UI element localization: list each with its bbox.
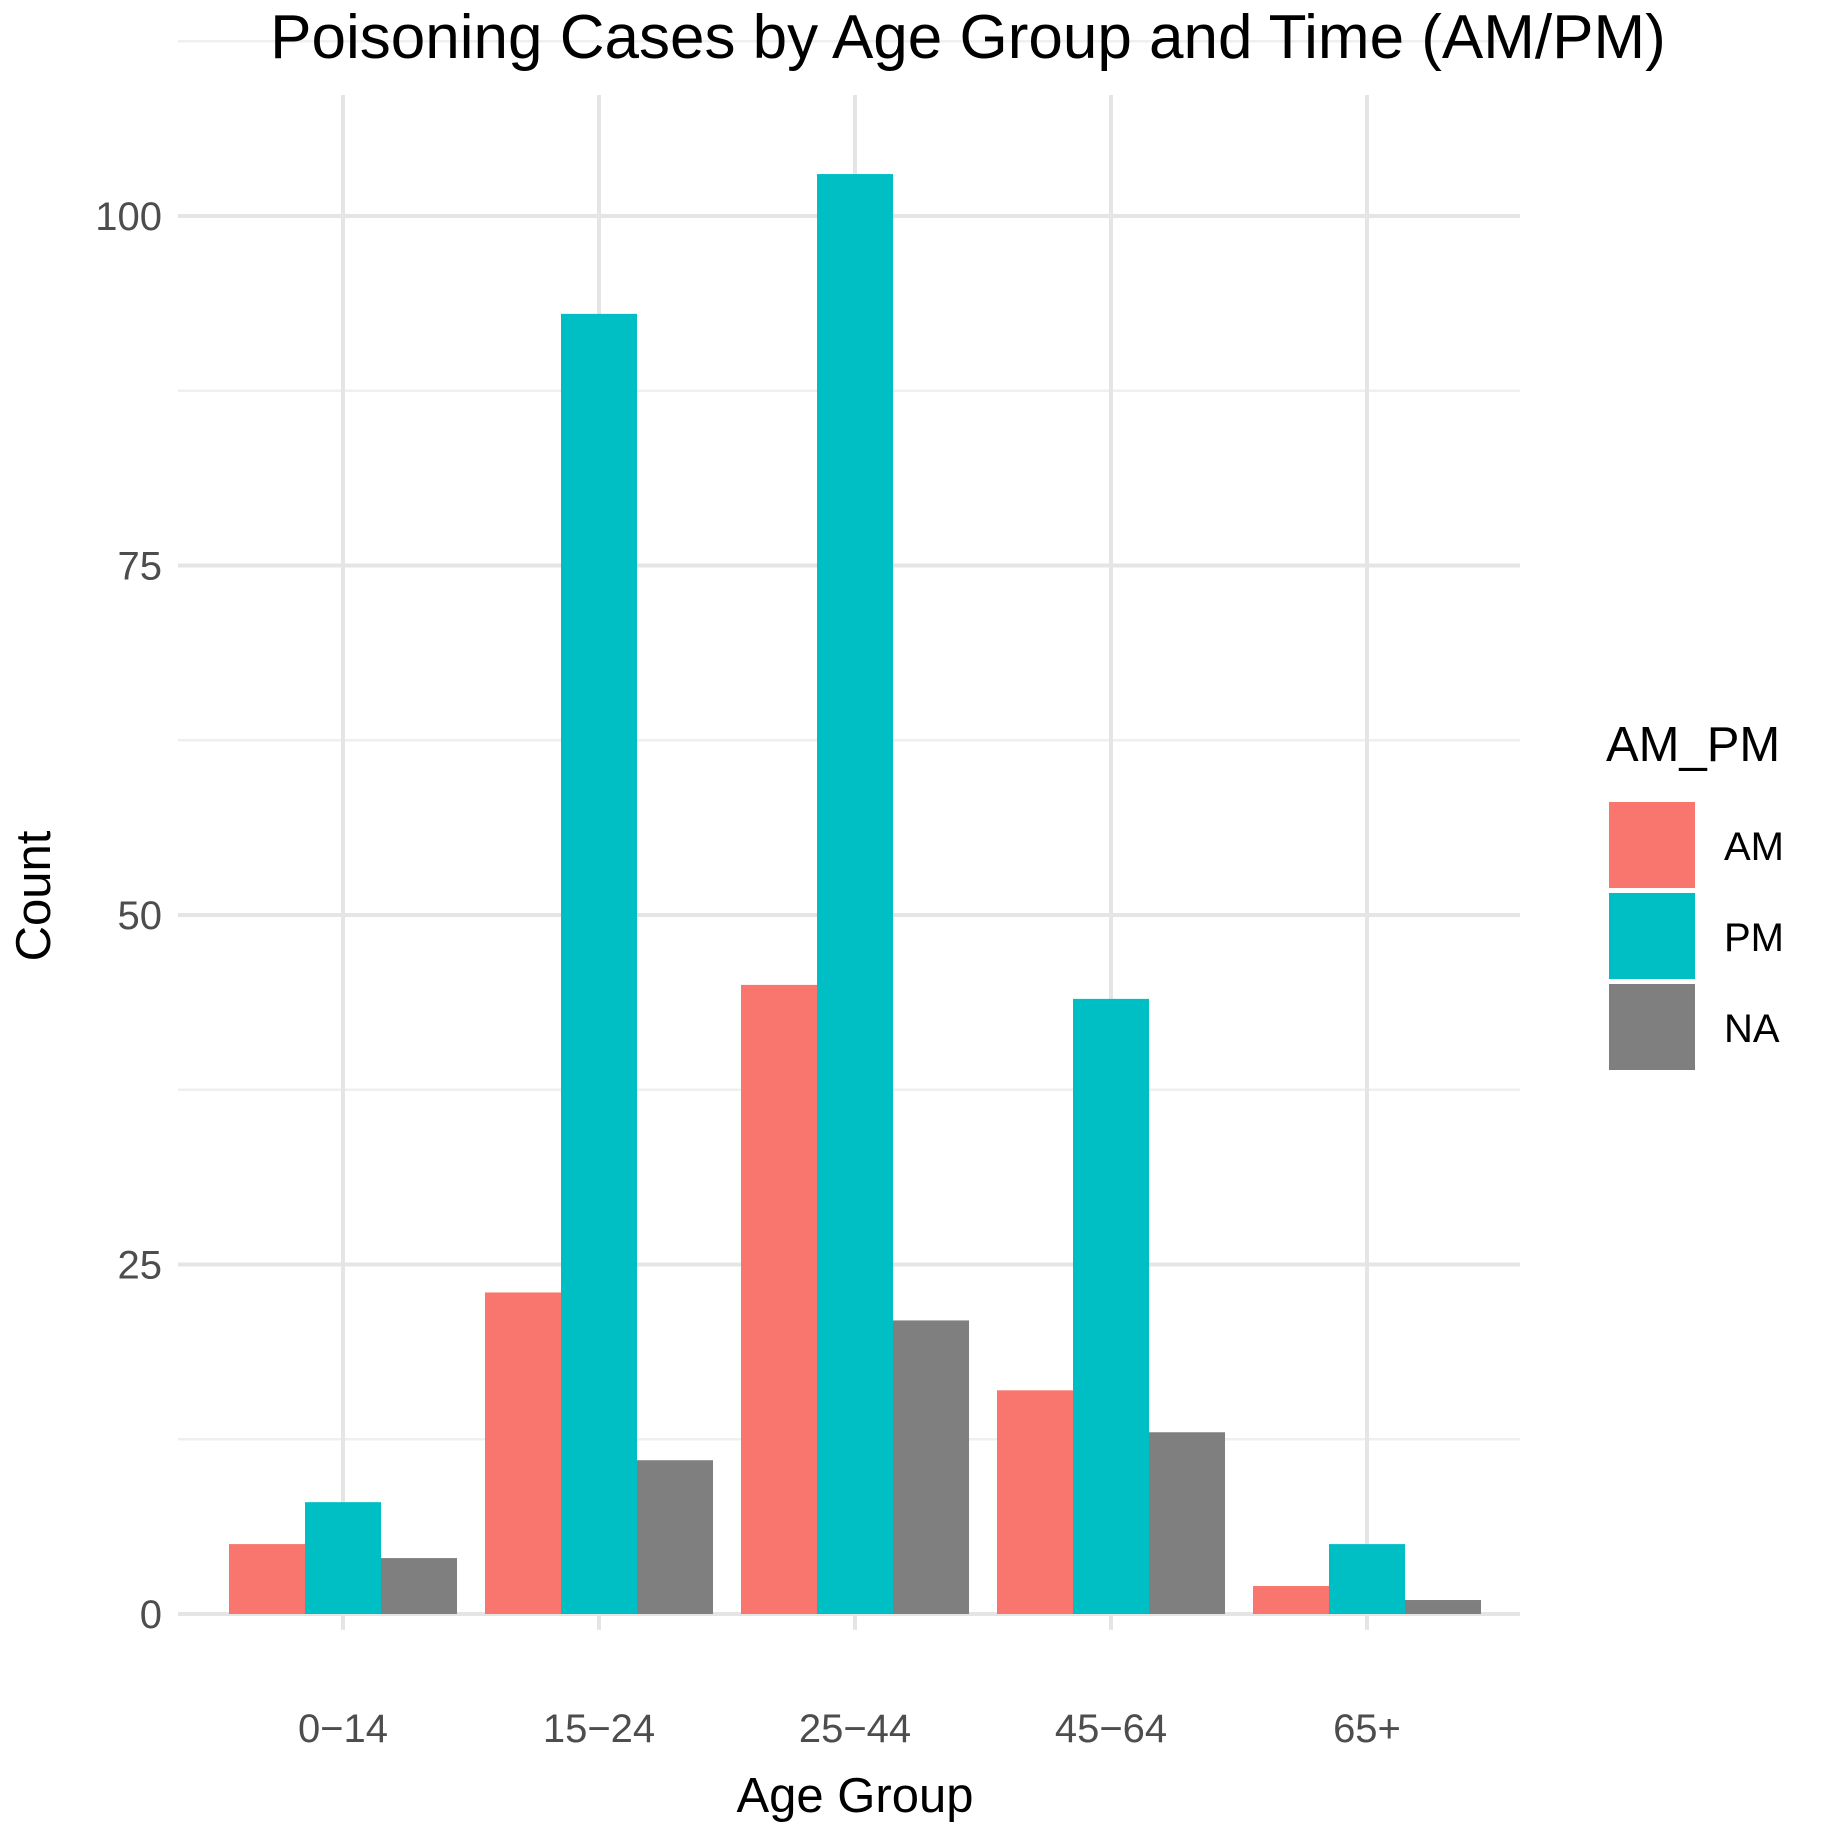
bar-na-4 xyxy=(1149,1432,1225,1614)
chart-title: Poisoning Cases by Age Group and Time (A… xyxy=(270,3,1666,72)
y-tick-label: 75 xyxy=(118,545,163,589)
y-tick-label: 50 xyxy=(118,894,163,938)
bar-na-3 xyxy=(893,1320,969,1614)
x-tick-label: 45−64 xyxy=(1055,1707,1167,1751)
bar-am-4 xyxy=(997,1390,1073,1614)
legend-key-pm xyxy=(1609,893,1695,979)
bar-am-3 xyxy=(741,984,817,1614)
legend-key-na xyxy=(1609,984,1695,1070)
bar-pm-5 xyxy=(1329,1544,1405,1614)
bar-am-2 xyxy=(485,1292,561,1614)
legend-title: AM_PM xyxy=(1606,718,1780,772)
y-tick-labels: 0 25 50 75 100 xyxy=(95,195,162,1637)
legend-label-na: NA xyxy=(1724,1007,1780,1051)
legend: AM_PM AM PM NA xyxy=(1606,718,1784,1070)
bar-na-1 xyxy=(381,1558,457,1614)
bar-pm-2 xyxy=(561,313,637,1614)
bar-pm-3 xyxy=(817,174,893,1614)
x-tick-label: 15−24 xyxy=(543,1707,655,1751)
y-tick-label: 0 xyxy=(140,1593,162,1637)
bar-pm-1 xyxy=(305,1502,381,1614)
legend-key-am xyxy=(1609,802,1695,888)
x-tick-label: 0−14 xyxy=(298,1707,388,1751)
legend-label-am: AM xyxy=(1724,825,1784,869)
x-axis-title: Age Group xyxy=(737,1769,974,1823)
legend-items: AM PM NA xyxy=(1609,802,1784,1070)
x-tick-labels: 0−14 15−24 25−44 45−64 65+ xyxy=(298,1707,1401,1751)
bar-pm-4 xyxy=(1073,998,1149,1614)
bar-na-5 xyxy=(1405,1600,1481,1614)
bar-am-5 xyxy=(1253,1586,1329,1614)
bar-am-1 xyxy=(229,1544,305,1614)
x-tick-label: 65+ xyxy=(1333,1707,1401,1751)
legend-label-pm: PM xyxy=(1724,916,1784,960)
y-tick-label: 100 xyxy=(95,195,162,239)
x-tick-label: 25−44 xyxy=(799,1707,911,1751)
y-tick-label: 25 xyxy=(118,1244,163,1288)
bars xyxy=(229,174,1481,1614)
y-axis-title: Count xyxy=(7,830,61,961)
bar-na-2 xyxy=(637,1460,713,1614)
